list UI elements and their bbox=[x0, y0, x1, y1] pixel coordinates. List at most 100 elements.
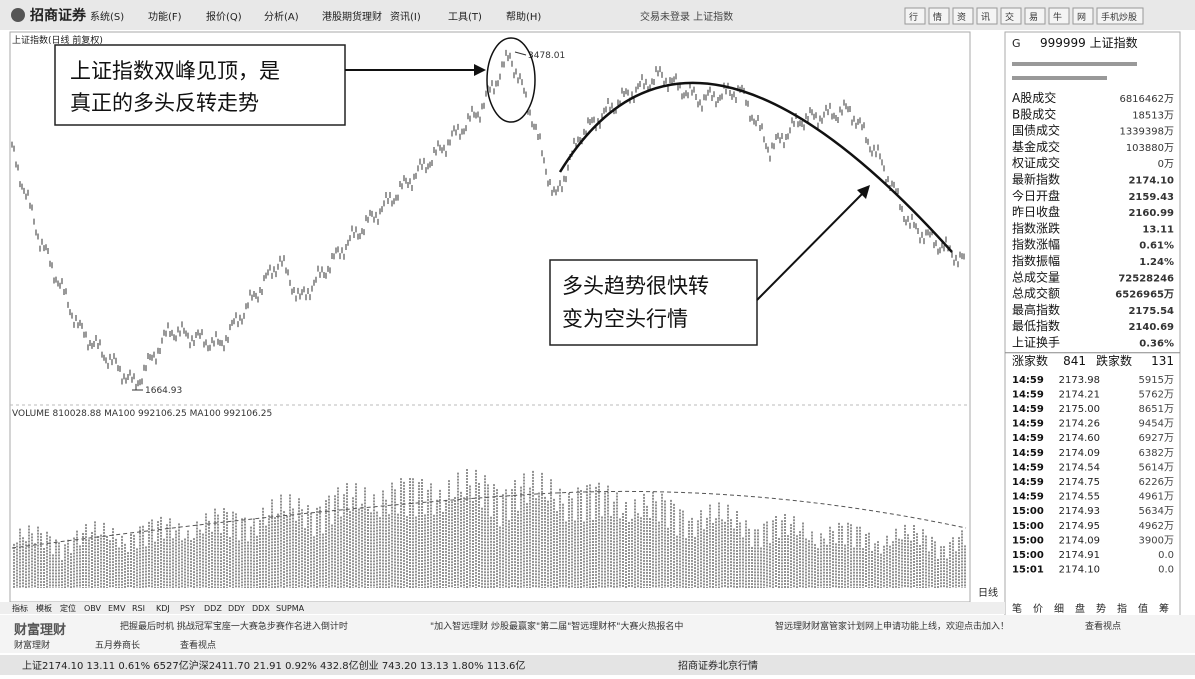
trend-arc bbox=[558, 81, 953, 253]
tick-volume: 9454万 bbox=[1139, 419, 1174, 430]
indicator-tab[interactable]: SUPMA bbox=[276, 604, 305, 613]
tick-price: 2174.21 bbox=[1059, 389, 1100, 400]
quote-value: 6526965万 bbox=[1115, 289, 1174, 301]
tick-price: 2174.26 bbox=[1059, 419, 1100, 430]
news-item[interactable]: 查看视点 bbox=[1085, 620, 1121, 632]
news-item[interactable]: 把握最后时机 挑战冠军宝座一大赛急步赛作名进入倒计时 bbox=[120, 620, 348, 632]
tick-volume: 0.0 bbox=[1158, 565, 1174, 576]
quote-panel bbox=[1004, 31, 1181, 619]
menu-item: 功能(F) bbox=[148, 10, 182, 23]
quote-label: 国债成交 bbox=[1012, 123, 1060, 138]
indicator-tab[interactable]: EMV bbox=[108, 604, 126, 613]
tick-time: 14:59 bbox=[1012, 492, 1044, 503]
indicator-tab[interactable]: 指标 bbox=[12, 603, 28, 613]
indicator-tab[interactable]: PSY bbox=[180, 604, 195, 613]
tick-volume: 4961万 bbox=[1139, 492, 1174, 503]
tick-price: 2173.98 bbox=[1059, 375, 1100, 386]
tick-time: 14:59 bbox=[1012, 448, 1044, 459]
annotation-box bbox=[54, 44, 346, 126]
tick-price: 2174.54 bbox=[1059, 462, 1100, 473]
news-sub[interactable]: 五月券商长 bbox=[95, 639, 140, 651]
high-label: 3478.01 bbox=[528, 51, 565, 61]
quote-label: B股成交 bbox=[1012, 106, 1056, 121]
quote-label: 权证成交 bbox=[1012, 155, 1060, 170]
quote-label: 总成交量 bbox=[1012, 269, 1060, 284]
toolbar-label: 行 bbox=[909, 11, 918, 23]
toolbar-button[interactable] bbox=[976, 7, 998, 25]
panel-tab[interactable]: 细 bbox=[1054, 602, 1064, 615]
breadth: 跌家数 bbox=[1096, 353, 1132, 368]
blur-row bbox=[1012, 76, 1107, 80]
tick-time: 15:00 bbox=[1012, 550, 1044, 561]
breadth: 131 bbox=[1151, 354, 1174, 368]
quote-value: 2160.99 bbox=[1128, 208, 1174, 219]
indicator-tab[interactable]: DDY bbox=[228, 604, 245, 613]
quote-value: 0.61% bbox=[1139, 241, 1174, 252]
panel-tab[interactable]: 价 bbox=[1033, 603, 1043, 615]
indicator-tab[interactable]: 定位 bbox=[60, 603, 76, 613]
indicator-tab[interactable]: RSI bbox=[132, 604, 145, 613]
panel-tab[interactable]: 筹 bbox=[1159, 602, 1169, 615]
toolbar-button[interactable] bbox=[1048, 7, 1070, 25]
toolbar-label: 情 bbox=[933, 11, 942, 23]
indicator-tab[interactable]: 模板 bbox=[36, 603, 52, 613]
news-item[interactable]: 智远理财财富管家计划网上申请功能上线，欢迎点击加入！ bbox=[775, 620, 1009, 632]
toolbar-button[interactable] bbox=[1024, 7, 1046, 25]
panel-tab[interactable]: 笔 bbox=[1012, 602, 1022, 615]
toolbar-button[interactable] bbox=[1000, 7, 1022, 25]
tick-price: 2174.60 bbox=[1059, 433, 1100, 444]
quote-value: 2159.43 bbox=[1128, 192, 1174, 203]
annotation-text: 上证指数双峰见顶，是 bbox=[70, 59, 280, 83]
toolbar-label: 交 bbox=[1005, 11, 1014, 23]
toolbar-label: 讯 bbox=[981, 12, 990, 23]
tick-price: 2174.75 bbox=[1059, 477, 1100, 488]
logo-icon bbox=[11, 8, 25, 22]
tick-time: 15:00 bbox=[1012, 521, 1044, 532]
quote-value: 0万 bbox=[1158, 159, 1174, 170]
quote-label: 指数涨跌 bbox=[1012, 220, 1060, 235]
panel-tab[interactable]: 值 bbox=[1138, 602, 1148, 615]
toolbar-button[interactable] bbox=[1096, 7, 1144, 25]
tick-volume: 3900万 bbox=[1139, 535, 1174, 546]
menu-item: 系统(S) bbox=[90, 10, 124, 23]
panel-tab[interactable]: 盘 bbox=[1075, 602, 1085, 615]
tick-price: 2175.00 bbox=[1059, 404, 1100, 415]
quote-value: 2175.54 bbox=[1128, 306, 1174, 317]
peak-ellipse bbox=[486, 37, 536, 123]
toolbar-button[interactable] bbox=[1072, 7, 1094, 25]
news-sub[interactable]: 查看视点 bbox=[180, 639, 216, 651]
indicator-tab[interactable]: OBV bbox=[84, 604, 102, 613]
panel-tab[interactable]: 指 bbox=[1117, 602, 1127, 615]
toolbar-button[interactable] bbox=[952, 7, 974, 25]
quote-label: 今日开盘 bbox=[1012, 188, 1060, 203]
status-right: 招商证券北京行情 bbox=[678, 659, 758, 672]
quote-label: 指数涨幅 bbox=[1012, 237, 1060, 252]
news-item[interactable]: "加入智远理财 炒股最赢家"第二届"智远理财杯"大赛火热报名中 bbox=[430, 620, 683, 632]
tick-time: 15:01 bbox=[1012, 565, 1044, 576]
quote-value: 2174.10 bbox=[1128, 176, 1174, 187]
annotation-text: 变为空头行情 bbox=[562, 307, 688, 331]
window-title: 交易未登录 上证指数 bbox=[640, 10, 733, 23]
menu-item: 报价(Q) bbox=[206, 10, 242, 23]
toolbar-button[interactable] bbox=[904, 7, 926, 25]
logo: 招商证券 bbox=[30, 7, 87, 24]
panel-tab[interactable]: 势 bbox=[1096, 602, 1106, 615]
tick-price: 2174.93 bbox=[1059, 506, 1100, 517]
indicator-tab[interactable]: DDX bbox=[252, 604, 270, 613]
toolbar-button[interactable] bbox=[928, 7, 950, 25]
arrow-head bbox=[857, 185, 870, 199]
tick-time: 15:00 bbox=[1012, 506, 1044, 517]
toolbar-label: 易 bbox=[1029, 12, 1038, 23]
indicator-tab[interactable]: KDJ bbox=[156, 604, 170, 613]
quote-label: 最高指数 bbox=[1012, 302, 1060, 317]
arrow-head bbox=[474, 64, 486, 76]
status-bar bbox=[0, 655, 1195, 675]
indicator-tab[interactable]: DDZ bbox=[204, 604, 222, 613]
tick-price: 2174.09 bbox=[1059, 535, 1100, 546]
tick-volume: 0.0 bbox=[1158, 550, 1174, 561]
news-sub[interactable]: 财富理财 bbox=[14, 639, 50, 651]
menu-item: 资讯(I) bbox=[390, 11, 421, 23]
toolbar-label: 牛 bbox=[1053, 11, 1062, 23]
blur-row bbox=[1012, 62, 1137, 66]
